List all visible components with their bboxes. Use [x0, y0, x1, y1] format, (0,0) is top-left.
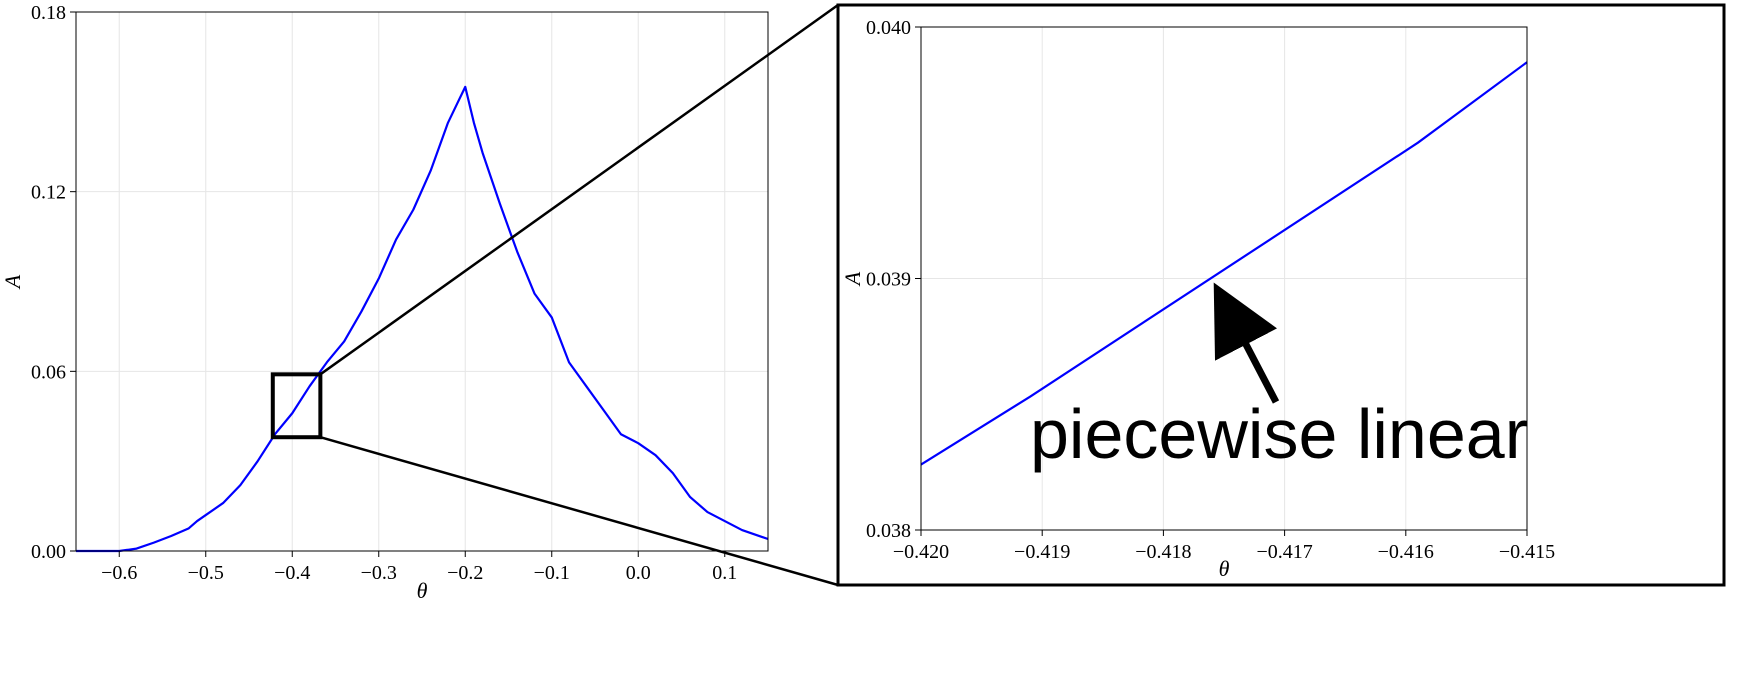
main-x-tick-label: 0.1 [712, 562, 737, 584]
zoom-y-tick-label: 0.040 [866, 17, 911, 39]
main-y-tick-label: 0.06 [31, 361, 66, 383]
main-y-tick-label: 0.00 [31, 541, 66, 563]
main-x-tick-label: −0.1 [534, 562, 570, 584]
main-x-tick-label: −0.3 [361, 562, 397, 584]
main-x-tick-label: 0.0 [626, 562, 651, 584]
main-plot [75, 11, 769, 553]
main-x-tick-label: −0.6 [101, 562, 137, 584]
main-plot-frame [75, 11, 769, 552]
left-plot-grid [76, 11, 768, 552]
annotation-arrow [1213, 282, 1280, 404]
zoom-y-tick-label: 0.039 [866, 269, 911, 291]
main-series-line [76, 85, 769, 553]
zoom-x-tick-label: −0.415 [1499, 541, 1555, 563]
zoom-x-axis-label: θ [1219, 556, 1230, 581]
zoom-x-tick-label: −0.416 [1378, 541, 1434, 563]
main-y-axis-label: A [0, 274, 25, 290]
zoom-inset-border [836, 3, 1726, 587]
zoom-connector-lines [319, 3, 839, 587]
main-y-tick-label: 0.12 [31, 182, 66, 204]
zoom-region-box [270, 372, 323, 440]
zoom-connector-bottom [320, 436, 839, 587]
zoom-x-tick-label: −0.418 [1135, 541, 1191, 563]
zoom-x-tick-label: −0.420 [893, 541, 949, 563]
main-x-tick-label: −0.5 [188, 562, 224, 584]
zoom-series-line [920, 61, 1528, 466]
zoom-inset-plot [836, 3, 1726, 587]
zoom-x-tick-label: −0.419 [1014, 541, 1070, 563]
zoom-connector-top [319, 3, 839, 376]
main-x-tick-label: −0.2 [447, 562, 483, 584]
main-x-axis-label: θ [417, 578, 428, 603]
zoom-x-tick-label: −0.417 [1256, 541, 1312, 563]
main-y-tick-label: 0.18 [31, 2, 66, 24]
zoom-y-axis-label: A [840, 271, 865, 287]
main-x-tick-label: −0.4 [274, 562, 310, 584]
annotation-text: piecewise linear [1030, 395, 1528, 473]
zoom-y-tick-label: 0.038 [866, 520, 911, 542]
